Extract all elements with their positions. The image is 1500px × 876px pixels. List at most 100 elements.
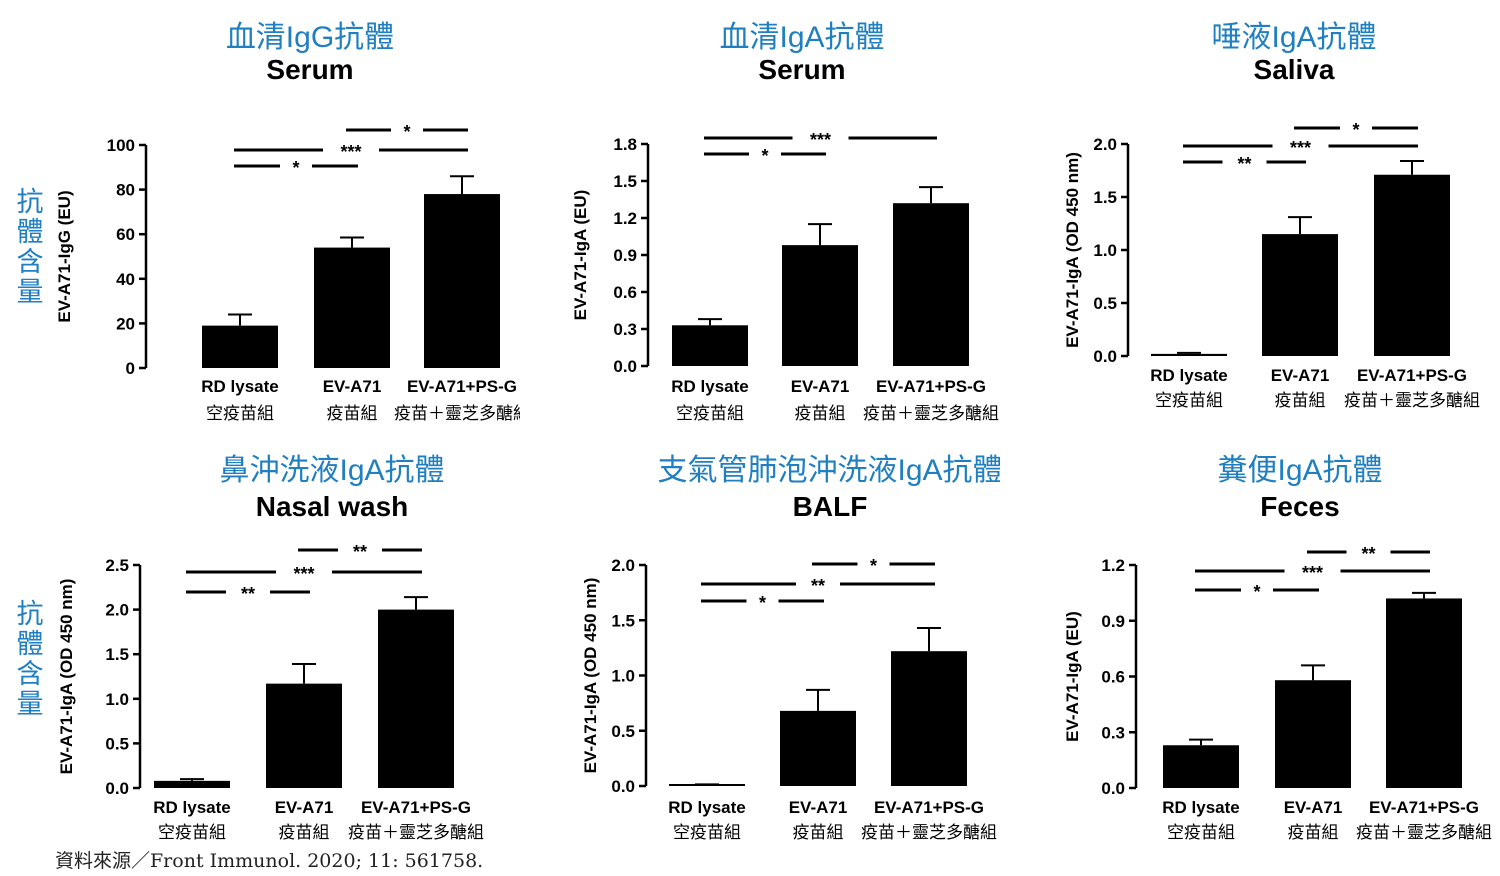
y-tick-label: 1.5	[105, 645, 129, 664]
chart-title-zh: 唾液IgA抗體	[1211, 21, 1376, 54]
chart-title-zh: 糞便IgA抗體	[1217, 454, 1382, 487]
y-tick-label: 1.5	[613, 172, 637, 191]
chart-title-zh: 血清IgA抗體	[719, 21, 884, 54]
y-tick-label: 2.0	[1093, 135, 1117, 154]
chart-balf-iga: 支氣管肺泡沖洗液IgA抗體 BALF EV-A71-IgA (OD 450 nm) 0…	[581, 454, 1000, 842]
bar-1	[266, 683, 342, 788]
chart-feces-iga: 糞便IgA抗體 Feces EV-A71-IgA (EU) 0.0 0.3 0.6 0.9 1…	[1063, 454, 1492, 842]
category-label-zh-2: 疫苗＋靈芝多醣組	[1356, 823, 1492, 842]
sig-label-0: **	[1237, 154, 1251, 174]
bar-2	[1374, 174, 1450, 356]
y-tick-label: 0.3	[1101, 723, 1125, 742]
category-label-zh-0: 空疫苗組	[673, 823, 741, 842]
category-label-0: RD lysate	[668, 798, 745, 817]
chart-title-zh: 鼻沖洗液IgA抗體	[219, 454, 444, 487]
category-label-zh-0: 空疫苗組	[676, 404, 744, 423]
category-label-zh-2: 疫苗＋靈芝多醣組	[863, 404, 999, 423]
sig-label-1: ***	[1290, 138, 1311, 158]
category-label-zh-2: 疫苗＋靈芝多醣組	[348, 823, 484, 842]
category-label-0: RD lysate	[1150, 366, 1227, 385]
sig-label-2: **	[1361, 544, 1375, 564]
y-tick-label: 2.0	[611, 556, 635, 575]
category-label-zh-1: 疫苗組	[1275, 391, 1326, 410]
sig-label-2: *	[1352, 120, 1359, 140]
y-tick-label: 40	[116, 270, 135, 289]
y-tick-label: 0.0	[611, 777, 635, 796]
y-tick-label: 0.0	[105, 779, 129, 798]
side-label-bottom: 抗體含量	[16, 599, 44, 720]
y-tick-label: 1.2	[1101, 556, 1125, 575]
sig-label-2: *	[870, 556, 877, 576]
chart-title-zh: 支氣管肺泡沖洗液IgA抗體	[657, 454, 1000, 487]
bar-1	[780, 710, 856, 786]
category-label-2: EV-A71+PS-G	[876, 377, 986, 396]
category-label-zh-2: 疫苗＋靈芝多醣組	[394, 404, 520, 423]
bar-2	[893, 203, 969, 366]
sig-label-1: ***	[810, 130, 831, 150]
y-tick-label: 20	[116, 314, 135, 333]
category-label-1: EV-A71	[789, 798, 848, 817]
y-tick-label: 1.0	[105, 690, 129, 709]
category-label-zh-1: 疫苗組	[279, 823, 330, 842]
chart-title: Nasal wash	[256, 491, 409, 522]
chart-title: Feces	[1260, 491, 1339, 522]
category-label-zh-1: 疫苗組	[327, 404, 378, 423]
sig-label-0: **	[241, 584, 255, 604]
bar-2	[378, 609, 454, 788]
y-tick-label: 0.0	[1093, 347, 1117, 366]
sig-label-1: ***	[1302, 563, 1323, 583]
chart-title: Serum	[266, 54, 353, 85]
y-tick-label: 0.6	[1101, 668, 1125, 687]
sig-label-0: *	[759, 593, 766, 613]
category-label-0: RD lysate	[1162, 798, 1239, 817]
y-axis-label: EV-A71-IgA (OD 450 nm)	[1063, 152, 1082, 348]
sig-label-0: *	[292, 158, 299, 178]
y-tick-label: 1.8	[613, 135, 637, 154]
bar-0	[154, 780, 230, 788]
category-label-0: RD lysate	[153, 798, 230, 817]
y-tick-label: 0.0	[1101, 779, 1125, 798]
category-label-2: EV-A71+PS-G	[1369, 798, 1479, 817]
category-label-zh-2: 疫苗＋靈芝多醣組	[861, 823, 997, 842]
y-tick-label: 0.3	[613, 320, 637, 339]
category-label-zh-1: 疫苗組	[1288, 823, 1339, 842]
bar-1	[314, 247, 390, 368]
category-label-2: EV-A71+PS-G	[361, 798, 471, 817]
bar-0	[1163, 745, 1239, 788]
y-tick-label: 60	[116, 225, 135, 244]
chart-title: Serum	[758, 54, 845, 85]
category-label-zh-1: 疫苗組	[793, 823, 844, 842]
bar-1	[1275, 680, 1351, 788]
category-label-zh-2: 疫苗＋靈芝多醣組	[1344, 391, 1480, 410]
chart-title: Saliva	[1254, 54, 1335, 85]
category-label-1: EV-A71	[791, 377, 850, 396]
y-tick-label: 0.5	[611, 722, 635, 741]
sig-label-1: ***	[293, 564, 314, 584]
bar-0	[1151, 353, 1227, 356]
category-label-0: RD lysate	[201, 377, 278, 396]
y-tick-label: 0	[126, 359, 135, 378]
bar-0	[672, 325, 748, 366]
y-tick-label: 0.0	[613, 357, 637, 376]
bar-0	[202, 325, 278, 368]
chart-nasal-wash-iga: 鼻沖洗液IgA抗體 Nasal wash EV-A71-IgA (OD 450 nm…	[57, 454, 484, 842]
y-axis-label: EV-A71-IgG (EU)	[55, 190, 74, 322]
y-axis-label: EV-A71-IgA (OD 450 nm)	[57, 579, 76, 775]
y-tick-label: 0.6	[613, 283, 637, 302]
chart-title-zh: 血清IgG抗體	[226, 21, 394, 54]
sig-label-1: **	[811, 576, 825, 596]
y-axis-label: EV-A71-IgA (EU)	[1063, 611, 1082, 742]
category-label-zh-0: 空疫苗組	[1155, 391, 1223, 410]
category-label-1: EV-A71	[323, 377, 382, 396]
category-label-zh-0: 空疫苗組	[206, 404, 274, 423]
y-axis-label: EV-A71-IgA (EU)	[571, 190, 590, 321]
category-label-zh-0: 空疫苗組	[1167, 823, 1235, 842]
bar-1	[1262, 234, 1338, 356]
chart-title: BALF	[793, 491, 868, 522]
y-tick-label: 1.2	[613, 209, 637, 228]
category-label-1: EV-A71	[1284, 798, 1343, 817]
category-label-2: EV-A71+PS-G	[1357, 366, 1467, 385]
y-axis-label: EV-A71-IgA (OD 450 nm)	[581, 578, 600, 774]
sig-label-2: **	[353, 542, 367, 562]
